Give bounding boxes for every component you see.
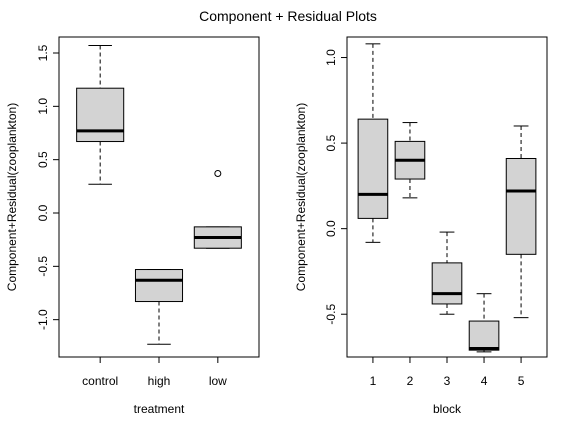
- panel2-xtick-label: 2: [407, 374, 414, 388]
- panel1-xtick-label: control: [82, 374, 118, 388]
- panel2-x-axis-title: block: [433, 402, 462, 416]
- figure-title: Component + Residual Plots: [199, 8, 377, 24]
- panel2-xtick-label: 4: [481, 374, 488, 388]
- panel2-ytick-label: 0.0: [324, 220, 338, 237]
- panel1-xtick-label: low: [209, 374, 227, 388]
- panel2-box-3: [431, 262, 463, 305]
- panel1-box-control: [76, 87, 125, 143]
- panel1-ytick-label: 1.0: [36, 98, 50, 115]
- panel1-ytick-label: 1.5: [36, 44, 50, 61]
- panel2-y-axis-title: Component+Residual(zooplankton): [294, 103, 308, 291]
- panel1-y-axis-title: Component+Residual(zooplankton): [5, 103, 19, 291]
- panel1-xtick-label: high: [148, 374, 171, 388]
- panel1-outlier-point: [214, 170, 222, 178]
- panel1-x-axis-title: treatment: [134, 402, 185, 416]
- panel2-ytick-label: 0.5: [324, 134, 338, 151]
- panel1-ytick-label: 0.0: [36, 204, 50, 221]
- panel2-xtick-label: 1: [370, 374, 377, 388]
- panel2-box-1: [357, 118, 389, 219]
- panel2-box-5: [505, 157, 537, 255]
- panel2-ytick-label: -0.5: [324, 304, 338, 325]
- panel1-ytick-label: -1.0: [36, 309, 50, 330]
- panel1-ytick-label: -0.5: [36, 256, 50, 277]
- panel1-box-high: [134, 269, 184, 303]
- panel2-box-4: [468, 320, 500, 351]
- panel2-xtick-label: 3: [444, 374, 451, 388]
- panel1-ytick-label: 0.5: [36, 151, 50, 168]
- panel2-ytick-label: 1.0: [324, 49, 338, 66]
- panel2-xtick-label: 5: [518, 374, 525, 388]
